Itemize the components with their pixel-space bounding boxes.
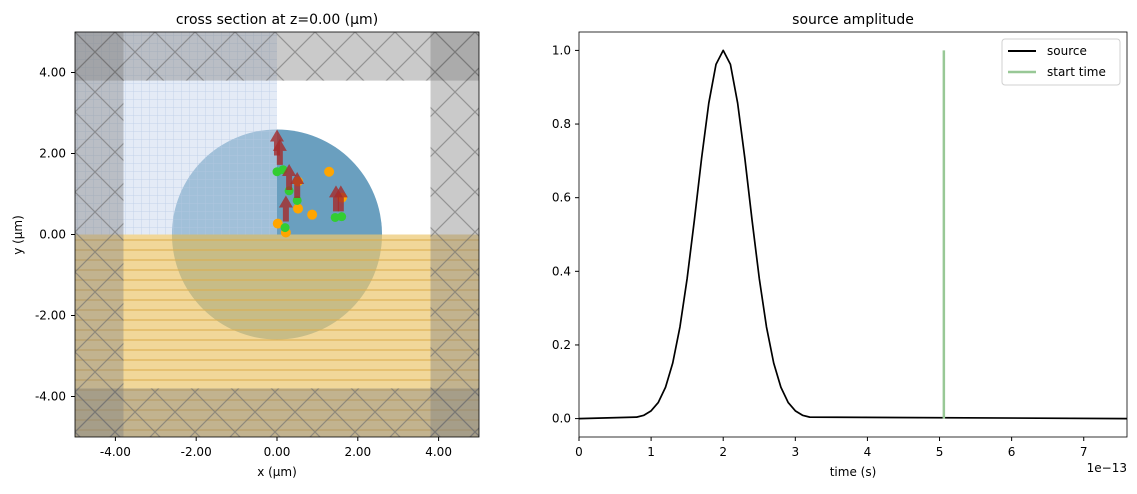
pml-hatch — [75, 32, 124, 437]
green-point — [337, 212, 347, 222]
left-ylabel: y (μm) — [11, 215, 25, 255]
right-xlabel: time (s) — [830, 465, 877, 479]
x-tick-label: 4.00 — [425, 445, 452, 459]
pml-hatch — [430, 32, 479, 437]
green-point — [292, 195, 302, 205]
legend: source start time — [1001, 38, 1121, 86]
polarization-arrow — [278, 195, 293, 222]
polarization-arrow — [282, 163, 297, 190]
x-tick-label: -4.00 — [100, 445, 131, 459]
y-tick-label: 4.00 — [39, 66, 66, 80]
right-title: source amplitude — [792, 12, 914, 28]
polarization-arrow — [333, 185, 348, 212]
y-tick-label: 0.00 — [39, 228, 66, 242]
y-tick-label: 1.0 — [552, 43, 571, 57]
y-tick-label: 0.2 — [552, 338, 571, 352]
x-tick-label: 6 — [1008, 445, 1016, 459]
orange-point — [272, 218, 283, 229]
y-tick-label: 0.8 — [552, 117, 571, 131]
legend-label-source: source — [1047, 44, 1087, 58]
x-tick-label: 0.00 — [264, 445, 291, 459]
right-axes-frame — [578, 31, 1128, 438]
pml-hatch — [75, 388, 479, 437]
x-tick-label: 4 — [864, 445, 872, 459]
orange-point — [293, 203, 304, 214]
y-tick-label: -4.00 — [35, 390, 66, 404]
polarization-arrow — [270, 129, 284, 156]
pml-hatch — [75, 32, 479, 81]
orange-point — [324, 166, 335, 177]
left-title: cross section at z=0.00 (μm) — [176, 12, 378, 28]
legend-label-start-time: start time — [1047, 65, 1106, 79]
left-xlabel: x (μm) — [257, 465, 297, 479]
x-tick-label: 2 — [719, 445, 727, 459]
x-offset-label: 1e−13 — [1087, 461, 1127, 475]
green-point — [280, 223, 290, 233]
x-tick-label: 2.00 — [344, 445, 371, 459]
y-tick-label: 0.4 — [552, 264, 571, 278]
y-tick-label: 2.00 — [39, 147, 66, 161]
cross-section-plot: cross section at z=0.00 (μm) -4.00 -2.00 0… — [11, 12, 480, 479]
x-tick-label: 3 — [791, 445, 799, 459]
source-amplitude-plot: source amplitude 0 1 2 3 4 5 6 7 0.0 0.2 0.4 0.6 0.8… — [552, 12, 1128, 479]
x-tick-label: 1 — [647, 445, 655, 459]
y-tick-label: 0.6 — [552, 191, 571, 205]
x-tick-label: 7 — [1080, 445, 1088, 459]
y-tick-label: -2.00 — [35, 309, 66, 323]
polarization-arrow — [290, 172, 305, 199]
orange-point — [307, 209, 318, 220]
x-tick-label: -2.00 — [181, 445, 212, 459]
series-source — [579, 49, 1127, 420]
y-tick-label: 0.0 — [552, 412, 571, 426]
x-tick-label: 5 — [936, 445, 944, 459]
x-tick-label: 0 — [575, 445, 583, 459]
